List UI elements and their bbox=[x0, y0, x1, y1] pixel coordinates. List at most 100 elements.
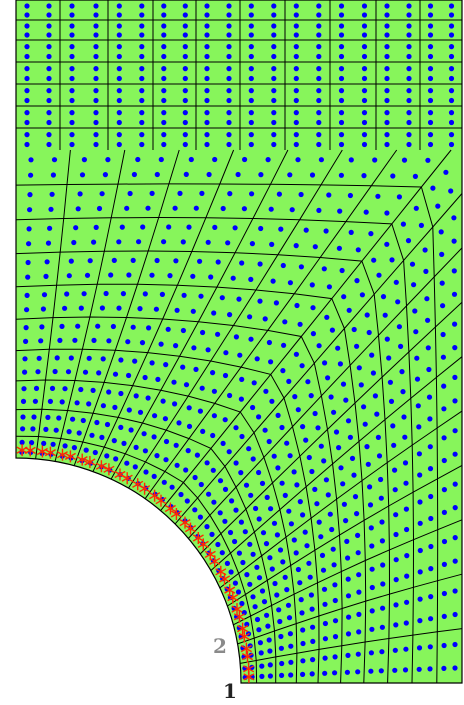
integration-point bbox=[149, 190, 155, 196]
integration-point bbox=[215, 541, 221, 548]
integration-point bbox=[204, 75, 210, 82]
integration-point bbox=[288, 672, 294, 678]
integration-point bbox=[380, 605, 386, 611]
integration-point bbox=[182, 23, 188, 29]
boundary-marker bbox=[95, 460, 107, 473]
integration-point bbox=[126, 272, 132, 278]
integration-point bbox=[427, 444, 433, 450]
integration-point bbox=[161, 132, 167, 138]
integration-point bbox=[316, 23, 322, 29]
integration-point bbox=[239, 600, 245, 607]
integration-point bbox=[178, 491, 184, 498]
integration-point bbox=[128, 427, 134, 433]
integration-point bbox=[25, 259, 31, 266]
integration-point bbox=[441, 561, 447, 568]
integration-point bbox=[448, 12, 455, 18]
integration-point bbox=[300, 671, 306, 678]
integration-point bbox=[329, 327, 335, 333]
integration-point bbox=[116, 141, 122, 148]
integration-point bbox=[50, 172, 57, 178]
integration-point bbox=[338, 88, 345, 94]
integration-point bbox=[287, 453, 293, 459]
integration-point bbox=[452, 505, 458, 511]
integration-point bbox=[316, 207, 322, 213]
integration-point bbox=[139, 12, 145, 18]
integration-point bbox=[93, 110, 99, 116]
integration-point bbox=[197, 258, 203, 264]
integration-point bbox=[222, 518, 228, 524]
boundary-marker bbox=[233, 610, 245, 623]
integration-point bbox=[380, 562, 386, 568]
integration-point bbox=[352, 494, 359, 500]
integration-point bbox=[66, 429, 72, 435]
integration-point bbox=[293, 119, 299, 126]
integration-point bbox=[308, 393, 314, 399]
integration-point bbox=[448, 44, 455, 50]
integration-point bbox=[297, 499, 303, 505]
integration-point bbox=[299, 363, 305, 369]
integration-point bbox=[402, 667, 409, 673]
integration-point bbox=[322, 601, 328, 607]
integration-point bbox=[192, 507, 198, 513]
integration-point bbox=[226, 97, 232, 104]
integration-point bbox=[204, 132, 210, 138]
integration-point bbox=[300, 658, 306, 664]
integration-point bbox=[294, 302, 300, 309]
integration-point bbox=[384, 88, 390, 94]
integration-point bbox=[428, 493, 434, 500]
integration-point bbox=[111, 438, 117, 444]
integration-point bbox=[182, 66, 188, 72]
integration-point bbox=[182, 88, 188, 94]
integration-point bbox=[448, 3, 455, 9]
integration-point bbox=[378, 668, 384, 674]
integration-point bbox=[427, 3, 434, 9]
integration-point bbox=[279, 672, 285, 679]
integration-point bbox=[398, 343, 404, 349]
integration-point bbox=[361, 141, 368, 148]
integration-point bbox=[306, 560, 312, 566]
integration-point bbox=[289, 207, 295, 213]
integration-point bbox=[233, 425, 239, 431]
integration-point bbox=[75, 323, 81, 329]
integration-point bbox=[260, 530, 267, 536]
integration-point bbox=[278, 633, 284, 640]
integration-point bbox=[288, 643, 294, 649]
integration-point bbox=[448, 141, 455, 148]
integration-point bbox=[267, 555, 273, 561]
integration-point bbox=[316, 12, 322, 18]
integration-point bbox=[74, 400, 80, 406]
integration-point bbox=[440, 331, 446, 338]
integration-point bbox=[54, 355, 60, 361]
integration-point bbox=[303, 437, 309, 443]
integration-point bbox=[140, 224, 146, 230]
integration-point bbox=[52, 368, 58, 375]
integration-point bbox=[185, 448, 191, 454]
integration-point bbox=[41, 440, 47, 446]
integration-point bbox=[141, 431, 147, 437]
integration-point bbox=[384, 119, 390, 126]
integration-point bbox=[406, 75, 412, 82]
integration-point bbox=[268, 206, 274, 212]
integration-point bbox=[233, 460, 239, 466]
integration-point bbox=[285, 602, 292, 608]
integration-point bbox=[161, 3, 167, 9]
integration-point bbox=[248, 141, 254, 148]
integration-point bbox=[182, 75, 188, 82]
integration-point bbox=[24, 97, 30, 104]
integration-point bbox=[224, 560, 230, 567]
integration-point bbox=[316, 75, 322, 82]
integration-point bbox=[24, 132, 30, 138]
integration-point bbox=[163, 457, 169, 463]
integration-point bbox=[104, 453, 110, 459]
integration-point bbox=[28, 157, 34, 163]
integration-point bbox=[338, 66, 345, 72]
integration-point bbox=[326, 284, 332, 290]
integration-point bbox=[365, 461, 371, 467]
integration-point bbox=[182, 3, 188, 9]
integration-point bbox=[405, 238, 412, 244]
integration-point bbox=[295, 566, 301, 573]
integration-point bbox=[406, 97, 412, 104]
mesh-line bbox=[15, 216, 415, 684]
integration-point bbox=[116, 32, 122, 38]
